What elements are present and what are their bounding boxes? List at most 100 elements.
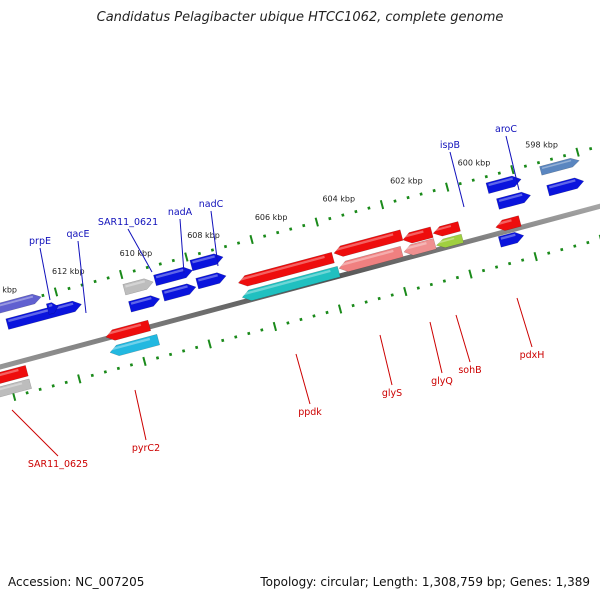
minor-tick xyxy=(494,265,499,269)
minor-tick xyxy=(145,265,149,270)
minor-tick xyxy=(132,269,136,273)
minor-tick xyxy=(484,174,488,179)
label-layer: 614 kbp 612 kbp 610 kbp 608 kbp 606 kbp 604 k… xyxy=(0,124,558,470)
minor-tick xyxy=(536,160,541,165)
tick-label: 602 kbp xyxy=(390,177,423,186)
label-ppdk[interactable]: ppdk xyxy=(295,353,322,418)
minor-tick xyxy=(455,275,460,280)
minor-tick xyxy=(549,157,554,161)
label-pdxH[interactable]: pdxH xyxy=(516,297,544,361)
gene-glyQ-b[interactable] xyxy=(403,238,437,256)
minor-tick xyxy=(299,317,303,322)
major-tick xyxy=(445,182,450,192)
label-SAR11_0625[interactable]: SAR11_0625 xyxy=(11,409,88,470)
major-tick xyxy=(533,251,538,262)
minor-tick xyxy=(93,279,97,284)
major-tick xyxy=(575,147,580,157)
major-tick xyxy=(403,286,408,297)
gene-nadA-b[interactable] xyxy=(128,295,161,313)
gene-ispB[interactable] xyxy=(485,175,522,194)
gene-ispB-b[interactable] xyxy=(496,191,532,210)
minor-tick xyxy=(547,251,551,255)
minor-tick xyxy=(416,286,420,290)
tick-label: 606 kbp xyxy=(255,213,288,222)
minor-tick xyxy=(390,293,394,297)
svg-text:SAR11_0621: SAR11_0621 xyxy=(98,217,158,228)
tick-label: 600 kbp xyxy=(458,158,491,167)
minor-tick xyxy=(573,244,577,248)
label-aroC[interactable]: aroC xyxy=(495,124,520,191)
minor-tick xyxy=(523,164,528,168)
gene-SAR11_0621[interactable] xyxy=(122,278,154,296)
label-nadA[interactable]: nadA xyxy=(168,207,193,274)
gene-SAR11_0625[interactable] xyxy=(0,365,29,385)
major-tick xyxy=(207,339,212,349)
svg-text:prpE: prpE xyxy=(29,236,51,247)
label-nadC[interactable]: nadC xyxy=(199,199,224,267)
gene-glyS[interactable] xyxy=(333,229,404,257)
minor-tick xyxy=(38,387,42,392)
label-glyQ[interactable]: glyQ xyxy=(429,321,453,387)
major-tick xyxy=(314,217,319,227)
minor-tick xyxy=(197,251,202,256)
minor-tick xyxy=(406,195,410,200)
minor-tick xyxy=(507,261,512,266)
gene-nadC[interactable] xyxy=(189,253,224,272)
minor-tick xyxy=(223,244,228,249)
major-tick xyxy=(119,269,124,280)
gene-ppdk[interactable] xyxy=(237,251,335,287)
label-pyrC2[interactable]: pyrC2 xyxy=(132,389,160,454)
gene-aroC-b[interactable] xyxy=(546,177,585,197)
gene-sohB[interactable] xyxy=(432,221,461,237)
minor-tick xyxy=(367,206,371,210)
gene-aroC[interactable] xyxy=(539,157,580,176)
gene-pyrC2[interactable] xyxy=(105,319,152,341)
minor-tick xyxy=(276,230,280,235)
major-tick xyxy=(142,356,147,367)
label-qacE[interactable]: qacE xyxy=(66,229,90,314)
label-glyS[interactable]: glyS xyxy=(379,334,402,399)
minor-tick xyxy=(377,296,381,301)
minor-tick xyxy=(351,303,355,308)
svg-text:ispB: ispB xyxy=(440,140,460,151)
gene-glyQ[interactable] xyxy=(402,226,434,244)
minor-tick xyxy=(221,338,225,343)
minor-tick xyxy=(364,300,368,304)
label-prpE[interactable]: prpE xyxy=(29,236,51,301)
gene-nadA[interactable] xyxy=(153,266,193,287)
gene-sohB-b[interactable] xyxy=(435,233,464,248)
minor-tick xyxy=(589,147,593,151)
gene-SAR11_0625-b[interactable] xyxy=(0,378,32,398)
label-sohB[interactable]: sohB xyxy=(455,314,482,376)
major-tick xyxy=(468,269,473,279)
minor-tick xyxy=(586,240,590,245)
minor-tick xyxy=(158,262,162,266)
svg-text:aroC: aroC xyxy=(495,124,517,135)
gene-glyS-b[interactable] xyxy=(338,245,404,272)
minor-tick xyxy=(521,258,525,262)
svg-text:glyS: glyS xyxy=(382,388,402,399)
gene-layer xyxy=(0,157,585,398)
minor-tick xyxy=(286,321,290,325)
tick-label: 598 kbp xyxy=(525,140,558,149)
svg-text:glyQ: glyQ xyxy=(431,376,453,387)
label-ispB[interactable]: ispB xyxy=(440,140,465,208)
minor-tick xyxy=(41,293,45,298)
minor-tick xyxy=(51,384,55,388)
gene-pdxH[interactable] xyxy=(495,215,522,231)
major-tick xyxy=(249,234,254,245)
gene-nadC-b[interactable] xyxy=(195,272,227,290)
minor-tick xyxy=(129,363,134,367)
gene-pyrC2-b[interactable] xyxy=(109,333,161,357)
minor-tick xyxy=(263,234,267,238)
gene-nadA-c[interactable] xyxy=(161,283,197,302)
label-SAR11_0621[interactable]: SAR11_0621 xyxy=(98,217,158,273)
gene-prpE-body[interactable] xyxy=(0,293,42,322)
minor-tick xyxy=(562,153,567,158)
gene-pdxH-b[interactable] xyxy=(497,231,525,248)
svg-text:SAR11_0625: SAR11_0625 xyxy=(28,459,88,470)
map-title: Candidatus Pelagibacter ubique HTCC1062,… xyxy=(96,10,504,25)
gene-ppdk-b[interactable] xyxy=(241,265,341,301)
gene-qacE[interactable] xyxy=(45,302,59,315)
